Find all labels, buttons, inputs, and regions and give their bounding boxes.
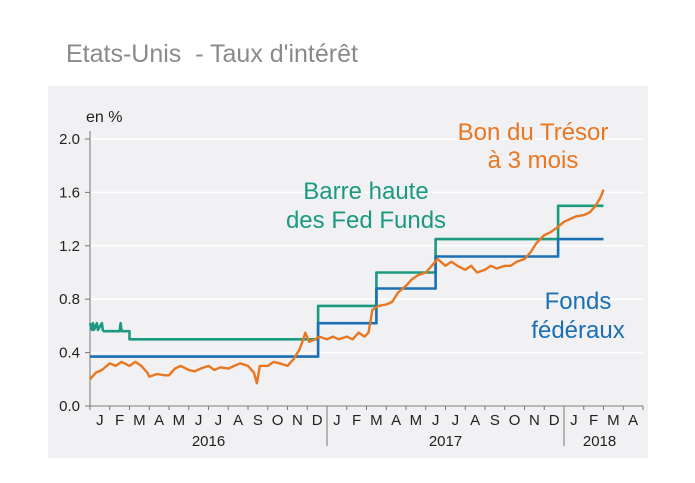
y-tick-label: 1.6 — [59, 184, 80, 201]
page-title: Etats-Unis - Taux d'intérêt — [66, 40, 358, 68]
x-month-label: J — [333, 412, 341, 429]
x-month-label: J — [432, 412, 440, 429]
x-month-label: J — [195, 412, 203, 429]
y-tick-label: 1.2 — [59, 238, 80, 255]
line-chart: 0.00.40.81.21.62.0en %J F M A M J J A S O N D J F M A M J… — [59, 109, 644, 450]
annotation-fed-upper: Barre haute — [303, 178, 428, 205]
x-year-label: 2018 — [583, 433, 616, 450]
annotation-fed-funds: Fonds — [545, 288, 612, 315]
x-month-label: N — [292, 412, 303, 429]
x-month-label: A — [628, 412, 638, 429]
annotation-tbill: Bon du Trésor — [458, 119, 609, 146]
x-year-label: 2017 — [429, 433, 462, 450]
y-tick-label: 0.4 — [59, 345, 80, 362]
x-year-label: 2016 — [192, 433, 225, 450]
x-month-label: F — [352, 412, 361, 429]
x-month-label: M — [410, 412, 423, 429]
x-month-label: F — [589, 412, 598, 429]
x-month-label: J — [215, 412, 223, 429]
x-month-label: F — [115, 412, 124, 429]
x-month-label: J — [570, 412, 578, 429]
y-tick-label: 0.8 — [59, 291, 80, 308]
x-month-label: M — [173, 412, 186, 429]
series-line-fed-funds — [90, 237, 604, 358]
x-month-label: A — [233, 412, 243, 429]
x-month-label: M — [370, 412, 383, 429]
x-month-label: A — [154, 412, 164, 429]
annotation-fed-funds: fédéraux — [531, 317, 624, 344]
x-month-label: N — [529, 412, 540, 429]
x-month-label: A — [391, 412, 401, 429]
y-unit-label: en % — [86, 109, 122, 126]
x-month-label: D — [312, 412, 323, 429]
x-month-label: M — [133, 412, 146, 429]
x-month-label: D — [549, 412, 560, 429]
y-tick-label: 2.0 — [59, 131, 80, 148]
y-tick-label: 0.0 — [59, 398, 80, 415]
series-line-tbill — [89, 189, 605, 385]
annotation-fed-upper: des Fed Funds — [286, 207, 446, 234]
x-month-label: O — [272, 412, 284, 429]
x-month-label: S — [253, 412, 263, 429]
x-month-label: S — [490, 412, 500, 429]
x-month-label: O — [509, 412, 521, 429]
annotation-tbill: à 3 mois — [488, 147, 579, 174]
chart-panel: 0.0 0.4 0.8 1.2 1.6 2.0 en % J F M A M J J A S O N D J F M A M J… — [48, 86, 648, 458]
x-month-label: J — [452, 412, 460, 429]
x-month-label: J — [96, 412, 104, 429]
x-month-label: A — [470, 412, 480, 429]
x-month-label: M — [607, 412, 620, 429]
